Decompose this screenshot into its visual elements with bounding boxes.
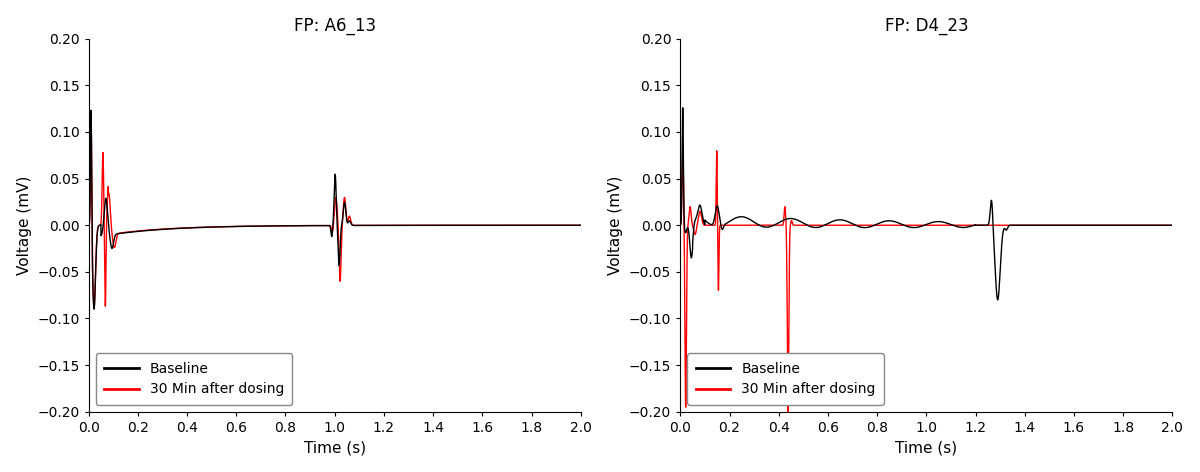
Y-axis label: Voltage (mV): Voltage (mV) bbox=[608, 176, 623, 275]
Title: FP: D4_23: FP: D4_23 bbox=[884, 17, 968, 34]
Y-axis label: Voltage (mV): Voltage (mV) bbox=[17, 176, 31, 275]
X-axis label: Time (s): Time (s) bbox=[304, 440, 366, 455]
Title: FP: A6_13: FP: A6_13 bbox=[294, 17, 376, 34]
Legend: Baseline, 30 Min after dosing: Baseline, 30 Min after dosing bbox=[96, 353, 293, 405]
X-axis label: Time (s): Time (s) bbox=[895, 440, 958, 455]
Legend: Baseline, 30 Min after dosing: Baseline, 30 Min after dosing bbox=[688, 353, 884, 405]
